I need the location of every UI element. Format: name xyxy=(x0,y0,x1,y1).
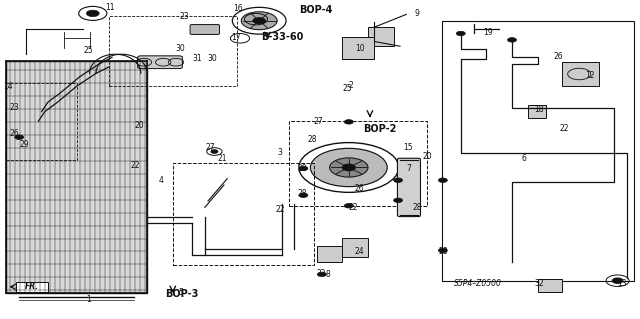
Text: 28: 28 xyxy=(308,135,317,144)
FancyBboxPatch shape xyxy=(368,27,394,46)
Text: 17: 17 xyxy=(230,33,241,42)
Text: 24: 24 xyxy=(355,247,365,256)
FancyBboxPatch shape xyxy=(342,37,374,59)
FancyBboxPatch shape xyxy=(138,56,182,69)
FancyBboxPatch shape xyxy=(562,62,599,86)
Circle shape xyxy=(317,272,326,277)
FancyBboxPatch shape xyxy=(6,61,147,293)
Circle shape xyxy=(299,193,308,197)
Circle shape xyxy=(310,148,387,187)
Text: 23: 23 xyxy=(9,103,19,112)
Text: 21: 21 xyxy=(218,154,227,163)
Text: 31: 31 xyxy=(192,54,202,63)
Text: 5: 5 xyxy=(178,288,183,297)
Text: 29: 29 xyxy=(19,140,29,149)
Text: BOP-4: BOP-4 xyxy=(300,5,333,15)
Text: 19: 19 xyxy=(483,28,493,37)
Text: 28: 28 xyxy=(298,189,307,198)
FancyBboxPatch shape xyxy=(538,279,562,292)
Text: 14: 14 xyxy=(3,82,13,91)
Circle shape xyxy=(15,135,24,139)
Text: 20: 20 xyxy=(134,121,145,130)
Text: 25: 25 xyxy=(83,46,93,55)
Text: 26: 26 xyxy=(553,52,563,61)
Text: S5P4–Z0500: S5P4–Z0500 xyxy=(454,279,502,288)
Text: 27: 27 xyxy=(314,117,324,126)
Circle shape xyxy=(342,164,355,171)
Text: 1: 1 xyxy=(86,295,91,304)
Text: 28: 28 xyxy=(298,164,307,173)
Text: 22: 22 xyxy=(276,205,285,214)
FancyBboxPatch shape xyxy=(397,158,420,217)
Text: 3: 3 xyxy=(278,148,283,157)
Text: B-33-60: B-33-60 xyxy=(261,32,303,42)
Circle shape xyxy=(299,166,308,171)
Text: 4: 4 xyxy=(159,176,164,185)
Text: 27: 27 xyxy=(205,143,215,152)
Circle shape xyxy=(211,150,218,153)
Text: 32: 32 xyxy=(534,279,544,288)
Text: 9: 9 xyxy=(415,9,420,18)
Text: 8: 8 xyxy=(325,271,330,279)
Text: FR.: FR. xyxy=(25,282,39,291)
Text: 22: 22 xyxy=(560,124,569,133)
Text: 11: 11 xyxy=(106,3,115,11)
Text: 2: 2 xyxy=(348,81,353,90)
Text: 20: 20 xyxy=(422,152,433,161)
Text: 15: 15 xyxy=(403,143,413,152)
Circle shape xyxy=(394,198,403,203)
Text: 26: 26 xyxy=(355,184,365,193)
Circle shape xyxy=(344,204,353,208)
FancyBboxPatch shape xyxy=(342,238,368,257)
Text: 22: 22 xyxy=(349,204,358,212)
Text: 26: 26 xyxy=(9,129,19,138)
Text: 30: 30 xyxy=(175,44,186,53)
Circle shape xyxy=(241,12,277,30)
Circle shape xyxy=(438,178,447,182)
Text: 10: 10 xyxy=(355,44,365,53)
Text: BOP-3: BOP-3 xyxy=(165,289,198,299)
Circle shape xyxy=(394,178,403,182)
Text: BOP-2: BOP-2 xyxy=(364,124,397,134)
Text: 25: 25 xyxy=(342,84,352,93)
Circle shape xyxy=(344,120,353,124)
Text: 30: 30 xyxy=(207,54,218,63)
Text: 7: 7 xyxy=(406,164,411,173)
Circle shape xyxy=(330,158,368,177)
Text: 12: 12 xyxy=(586,71,595,80)
Text: 22: 22 xyxy=(317,269,326,278)
Circle shape xyxy=(86,10,99,17)
Circle shape xyxy=(508,38,516,42)
Text: 18: 18 xyxy=(534,105,543,114)
Circle shape xyxy=(612,278,623,283)
FancyBboxPatch shape xyxy=(190,25,220,34)
Circle shape xyxy=(456,31,465,36)
Circle shape xyxy=(438,248,447,253)
Text: 6: 6 xyxy=(521,154,526,163)
Text: 16: 16 xyxy=(233,4,243,13)
FancyBboxPatch shape xyxy=(528,105,546,118)
FancyBboxPatch shape xyxy=(317,246,342,262)
Text: 28: 28 xyxy=(438,247,447,256)
Text: 22: 22 xyxy=(131,161,140,170)
Text: 13: 13 xyxy=(617,279,627,288)
Text: 28: 28 xyxy=(413,204,422,212)
Circle shape xyxy=(253,18,266,24)
FancyBboxPatch shape xyxy=(16,282,48,292)
Text: 23: 23 xyxy=(179,12,189,21)
